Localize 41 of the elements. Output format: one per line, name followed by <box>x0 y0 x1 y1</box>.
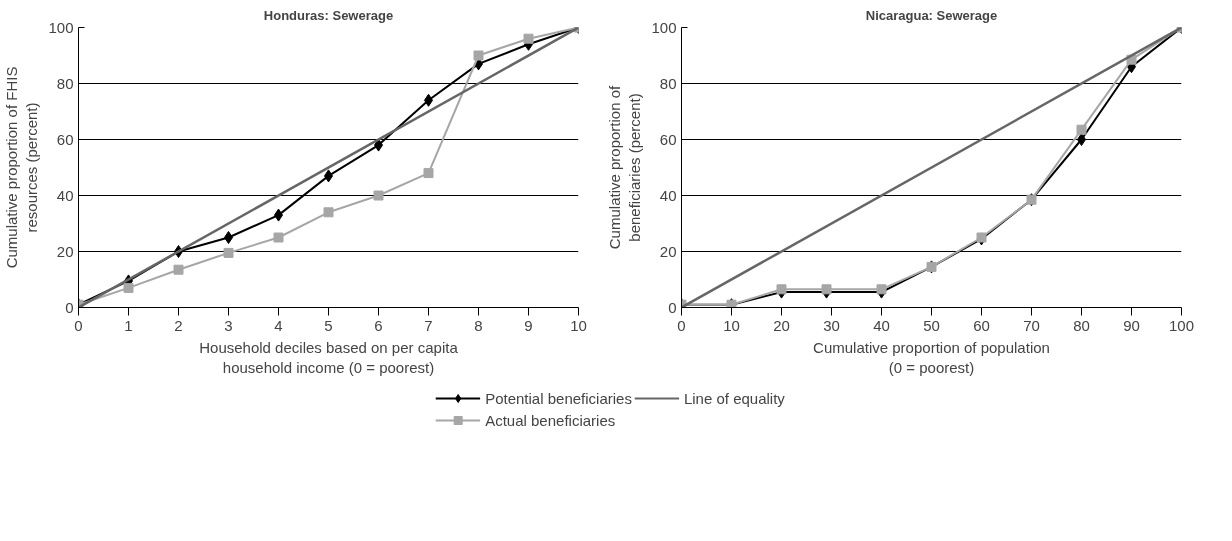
y-axis-title: Cumulative proportion of FHIS resources (percent) <box>3 66 41 269</box>
x-tick-label: 2 <box>174 316 183 334</box>
x-tick-label: 70 <box>1023 316 1040 334</box>
x-tick-label: 30 <box>823 316 840 334</box>
y-tick-label: 20 <box>659 242 677 260</box>
y-tick-label: 100 <box>651 18 677 36</box>
legend-label: Potential beneficiaries <box>485 389 632 407</box>
x-tick-label: 50 <box>923 316 940 334</box>
y-tick-label: 20 <box>56 242 74 260</box>
x-tick-label: 4 <box>274 316 283 334</box>
x-tick-label: 10 <box>723 316 740 334</box>
y-tick-label: 40 <box>659 186 677 204</box>
x-tick-label: 60 <box>973 316 990 334</box>
x-tick-label: 10 <box>570 316 587 334</box>
x-tick-label: 3 <box>224 316 233 334</box>
x-axis-title: Cumulative proportion of population (0 = poorest) <box>813 338 1050 376</box>
chart-title: Honduras: Sewerage <box>263 7 394 23</box>
x-tick-label: 90 <box>1123 316 1140 334</box>
x-axis-title: Household deciles based on per capita household income (0 = poorest) <box>199 338 459 376</box>
x-tick-label: 80 <box>1073 316 1090 334</box>
x-tick-label: 40 <box>873 316 890 334</box>
x-tick-label: 100 <box>1168 316 1195 334</box>
y-tick-label: 80 <box>56 74 74 92</box>
x-tick-label: 20 <box>773 316 790 334</box>
y-tick-label: 0 <box>668 298 677 316</box>
y-tick-label: 80 <box>659 74 677 92</box>
legend-label: Actual beneficiaries <box>485 411 616 429</box>
y-tick-label: 60 <box>56 130 74 148</box>
x-tick-label: 6 <box>374 316 383 334</box>
y-tick-label: 100 <box>48 18 74 36</box>
y-tick-label: 40 <box>56 186 74 204</box>
x-tick-label: 5 <box>324 316 333 334</box>
x-tick-label: 7 <box>424 316 433 334</box>
y-tick-label: 60 <box>659 130 677 148</box>
y-tick-label: 0 <box>65 298 74 316</box>
x-tick-label: 8 <box>474 316 483 334</box>
chart-title: Nicaragua: Sewerage <box>865 7 998 23</box>
x-tick-label: 1 <box>124 316 133 334</box>
y-axis-title: Cumulative proportion of beneficiaries (percent) <box>606 84 644 250</box>
x-tick-label: 9 <box>524 316 533 334</box>
legend-label: Line of equality <box>683 389 785 407</box>
